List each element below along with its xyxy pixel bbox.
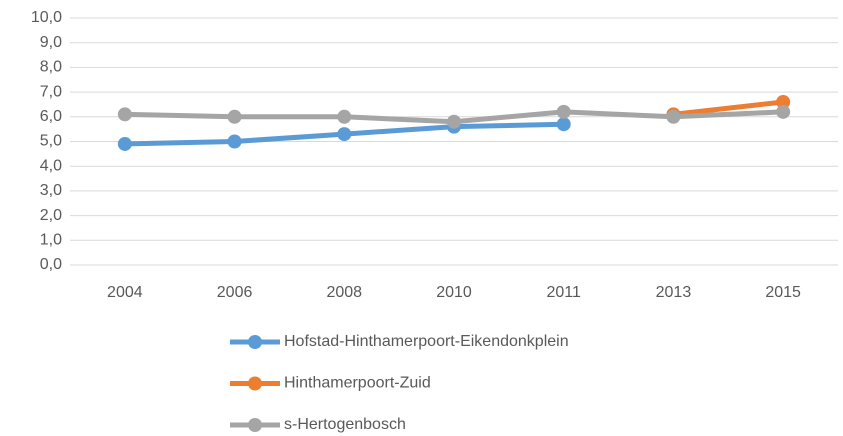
y-tick-label: 9,0 [40, 34, 62, 51]
data-point [556, 104, 571, 119]
legend-label: Hofstad-Hinthamerpoort-Eikendonkplein [284, 333, 569, 350]
data-point [556, 117, 571, 132]
x-tick-label: 2013 [656, 284, 692, 301]
data-point [776, 94, 791, 109]
x-tick-label: 2015 [765, 284, 801, 301]
y-tick-label: 5,0 [40, 133, 62, 150]
y-tick-label: 4,0 [40, 157, 62, 174]
data-point [117, 107, 132, 122]
data-point [227, 134, 242, 149]
y-tick-label: 2,0 [40, 207, 62, 224]
y-tick-label: 7,0 [40, 83, 62, 100]
legend-marker [248, 376, 262, 391]
data-point [666, 109, 681, 124]
y-tick-label: 3,0 [40, 182, 62, 199]
legend-label: Hinthamerpoort-Zuid [284, 375, 431, 392]
data-point [447, 114, 461, 129]
y-tick-label: 0,0 [40, 256, 62, 273]
data-point [227, 109, 242, 124]
data-point [337, 127, 352, 142]
data-point [337, 109, 352, 124]
data-point [776, 104, 791, 119]
x-tick-label: 2006 [217, 284, 253, 301]
x-tick-label: 2008 [326, 284, 362, 301]
legend-marker [248, 335, 262, 349]
data-point [117, 136, 132, 151]
x-tick-label: 2011 [547, 284, 582, 301]
legend-label: s-Hertogenbosch [284, 416, 406, 433]
y-tick-label: 10,0 [31, 9, 62, 26]
y-tick-label: 8,0 [40, 59, 62, 76]
y-tick-label: 1,0 [40, 232, 62, 249]
y-tick-label: 6,0 [40, 108, 62, 125]
legend-marker [248, 418, 262, 432]
x-tick-label: 2010 [436, 284, 472, 301]
series-line [673, 99, 784, 117]
x-tick-label: 2004 [107, 284, 143, 301]
